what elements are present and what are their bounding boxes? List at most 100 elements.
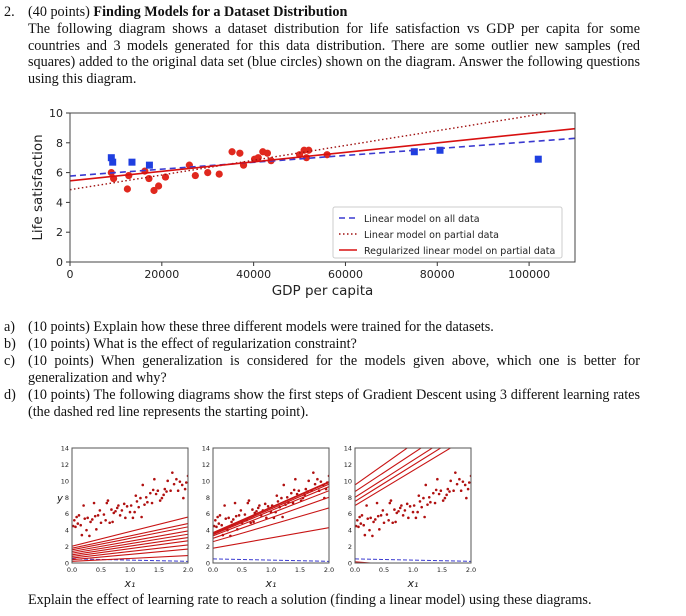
data-circle bbox=[191, 171, 199, 180]
gd-panel-1: 0.0 0.5 1.0 1.5 2.0 0 2 4 6 8 10 12 14 x₁ y bbox=[56, 445, 193, 591]
data-point bbox=[290, 491, 293, 495]
gd-step-line bbox=[72, 548, 188, 561]
data-point bbox=[408, 505, 412, 508]
data-point bbox=[93, 514, 97, 518]
data-point bbox=[73, 518, 76, 522]
data-point bbox=[232, 518, 235, 521]
data-circle bbox=[155, 182, 163, 190]
x-tick-label: 100000 bbox=[508, 268, 550, 281]
legend: Linear model on all data Linear model on … bbox=[332, 206, 563, 259]
y-tick-label: 2 bbox=[56, 226, 63, 239]
data-point bbox=[88, 534, 91, 538]
data-point bbox=[312, 471, 315, 474]
data-point bbox=[114, 509, 117, 513]
data-point bbox=[92, 501, 96, 505]
x-tick-label: 0.5 bbox=[237, 566, 247, 574]
data-point bbox=[319, 480, 323, 483]
data-point bbox=[360, 514, 364, 517]
data-point bbox=[102, 513, 106, 516]
y-tick-label: 6 bbox=[65, 510, 69, 518]
data-point bbox=[441, 499, 445, 502]
data-point bbox=[169, 489, 172, 493]
model-line-dashed bbox=[70, 137, 575, 177]
data-square bbox=[128, 158, 136, 166]
data-point bbox=[258, 504, 261, 507]
y-tick-label: 8 bbox=[206, 494, 210, 502]
gd-step-line bbox=[355, 448, 442, 502]
data-point bbox=[266, 505, 270, 508]
data-point bbox=[401, 514, 405, 517]
data-point bbox=[214, 518, 217, 522]
data-point bbox=[454, 471, 457, 474]
data-point bbox=[263, 502, 267, 506]
data-point bbox=[433, 501, 437, 505]
x-tick-label: 1.5 bbox=[437, 566, 447, 574]
x-axis-label: x₁ bbox=[265, 577, 277, 590]
data-point bbox=[89, 520, 92, 524]
y-tick-label: 10 bbox=[61, 477, 69, 485]
data-point bbox=[172, 482, 176, 486]
data-point bbox=[424, 483, 428, 487]
data-point bbox=[104, 518, 107, 522]
y-tick-label: 4 bbox=[65, 527, 69, 535]
data-point bbox=[366, 517, 370, 520]
part-c-text: (10 points) When generalization is consi… bbox=[28, 353, 640, 386]
data-point bbox=[135, 500, 139, 503]
data-point bbox=[375, 501, 379, 505]
data-point bbox=[133, 510, 136, 514]
x-tick-label: 0.0 bbox=[350, 566, 360, 574]
data-point bbox=[162, 493, 165, 497]
data-point bbox=[227, 516, 230, 520]
data-square bbox=[109, 158, 117, 166]
x-tick-label: 0.0 bbox=[208, 566, 218, 574]
data-point bbox=[394, 520, 397, 524]
part-a-label: a) bbox=[4, 319, 16, 335]
data-point bbox=[233, 501, 237, 505]
data-point bbox=[372, 520, 375, 524]
data-point bbox=[275, 494, 279, 497]
data-point bbox=[76, 522, 80, 525]
data-point bbox=[423, 515, 426, 519]
data-point bbox=[407, 516, 410, 520]
x-axis-label: x₁ bbox=[124, 577, 136, 590]
data-point bbox=[445, 493, 448, 497]
data-circle bbox=[123, 185, 131, 193]
y-axis-label: y bbox=[56, 494, 64, 505]
data-point bbox=[160, 496, 164, 500]
gd-step-line bbox=[72, 516, 188, 547]
data-point bbox=[183, 487, 187, 491]
data-point bbox=[291, 501, 295, 505]
data-point bbox=[378, 528, 381, 531]
gd-step-line bbox=[72, 540, 188, 557]
y-tick-label: 14 bbox=[61, 445, 69, 453]
data-point bbox=[432, 491, 435, 495]
data-point bbox=[385, 513, 389, 516]
data-circle bbox=[150, 186, 158, 195]
data-point bbox=[156, 489, 160, 493]
data-point bbox=[452, 489, 455, 493]
data-point bbox=[374, 518, 377, 521]
data-point bbox=[131, 516, 135, 520]
part-b-label: b) bbox=[4, 336, 16, 352]
data-point bbox=[237, 514, 241, 517]
data-circle bbox=[161, 173, 170, 181]
data-point bbox=[420, 505, 424, 509]
data-point bbox=[358, 515, 361, 519]
y-axis-label: Life satisfaction bbox=[30, 134, 46, 240]
y-tick-label: 0 bbox=[65, 560, 69, 568]
data-point bbox=[359, 522, 363, 525]
y-tick-label: 8 bbox=[56, 137, 63, 150]
data-point bbox=[363, 533, 367, 537]
data-point bbox=[178, 480, 182, 483]
data-point bbox=[439, 489, 443, 493]
question-points: (40 points) bbox=[28, 4, 90, 20]
data-circle bbox=[236, 149, 244, 157]
data-point bbox=[220, 523, 223, 527]
x-tick-label: 1.0 bbox=[125, 566, 135, 574]
data-point bbox=[391, 521, 395, 525]
data-point bbox=[467, 481, 471, 484]
data-point bbox=[166, 479, 169, 483]
y-tick-label: 6 bbox=[348, 510, 352, 518]
part-d-label: d) bbox=[4, 387, 16, 403]
